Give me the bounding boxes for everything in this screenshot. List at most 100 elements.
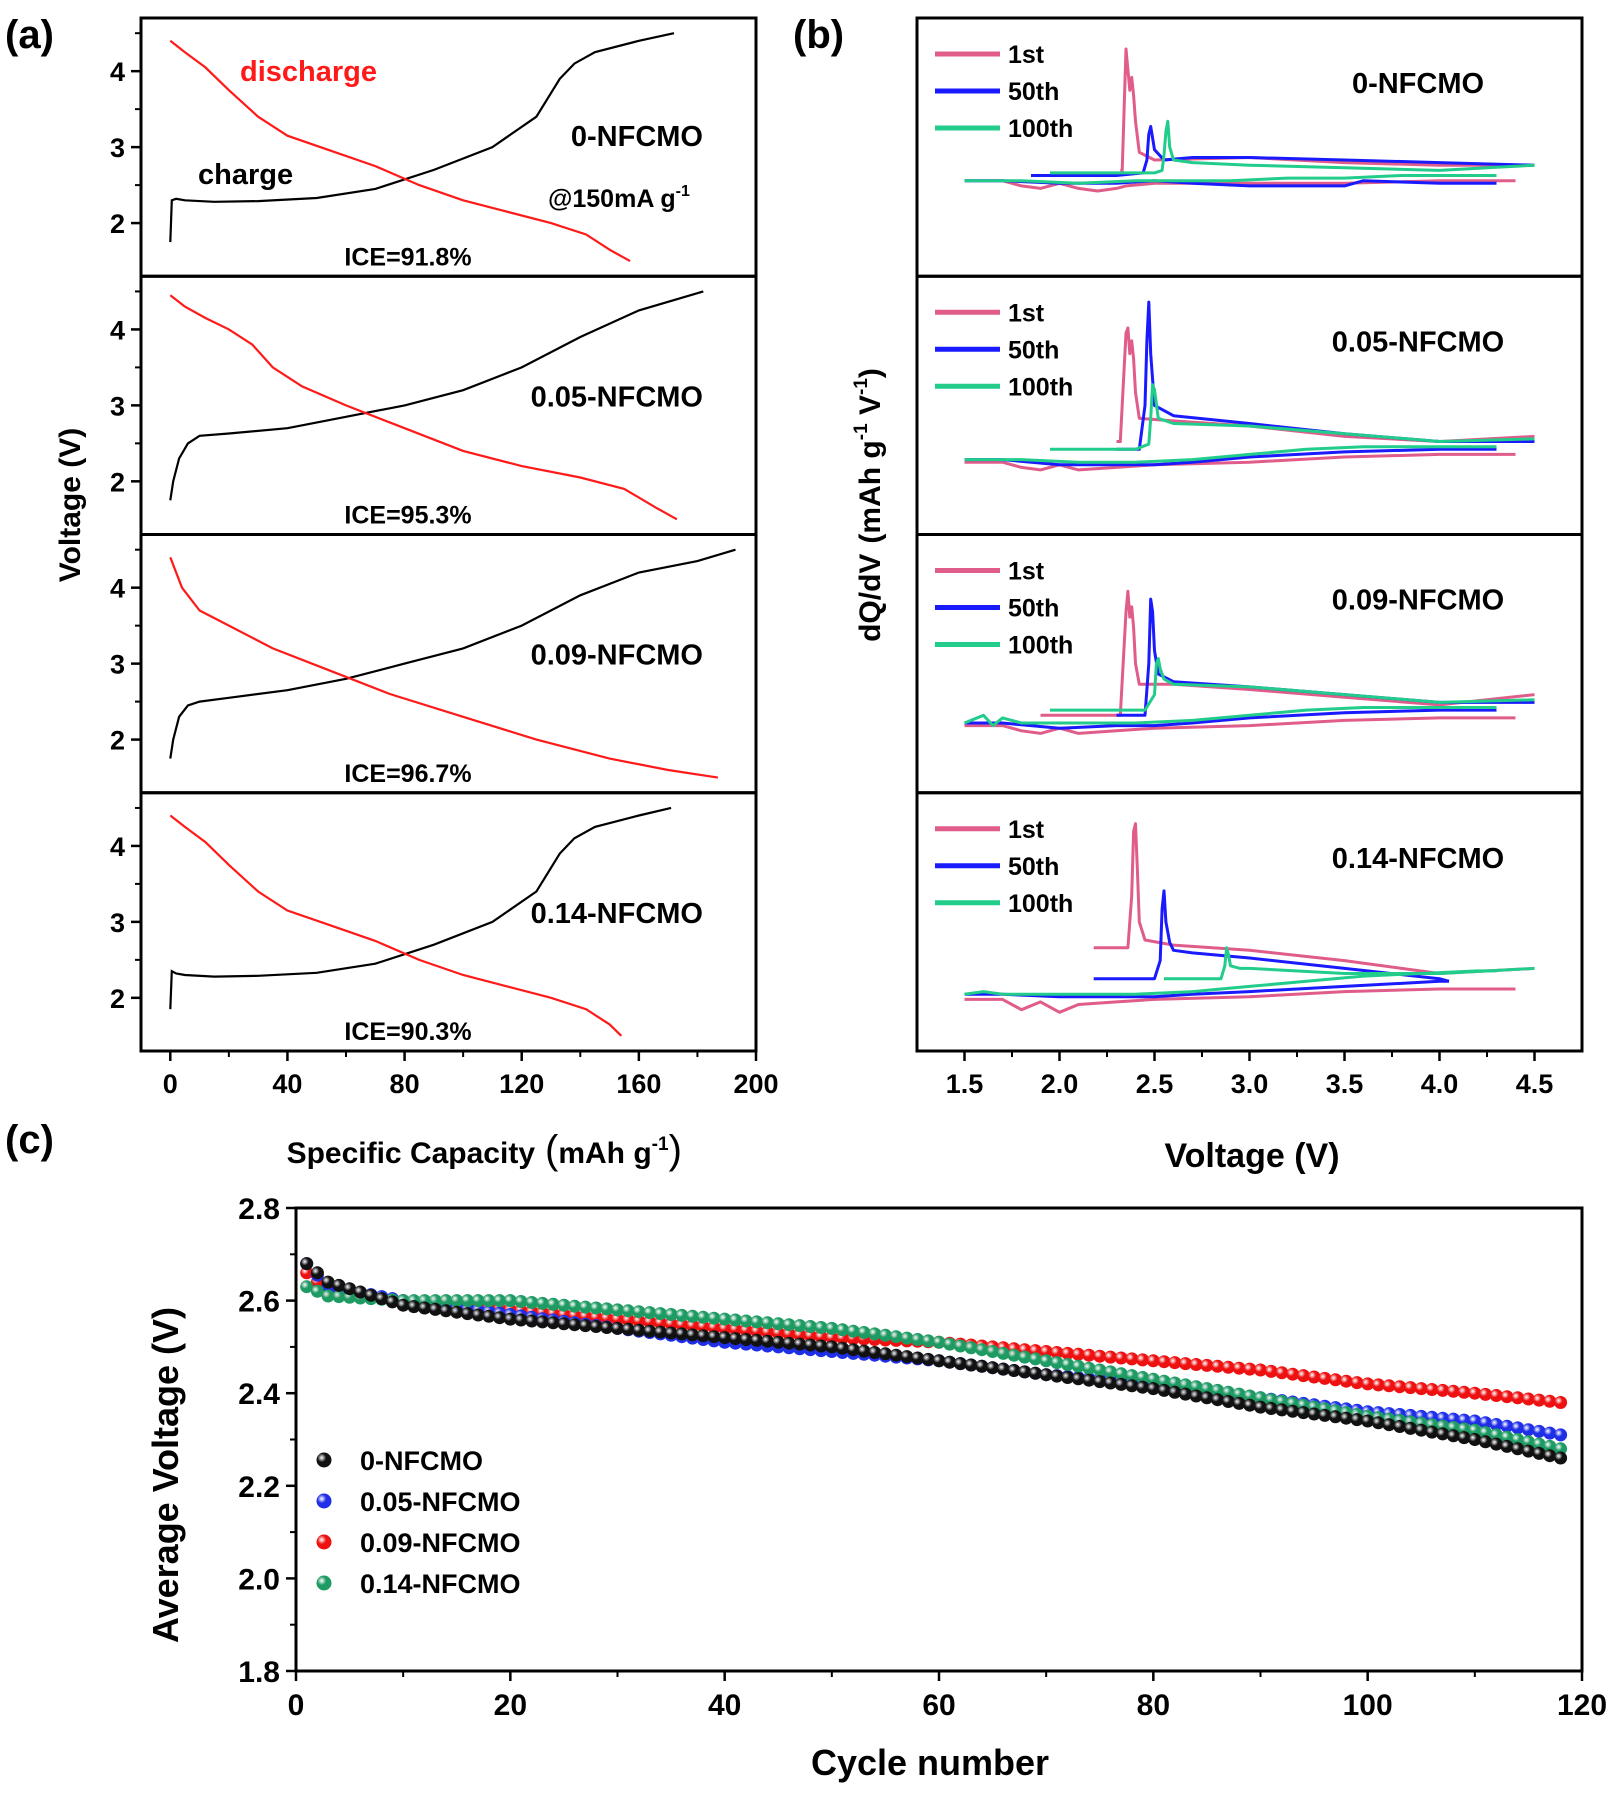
data-point-0-NFCMO: [1093, 1375, 1107, 1389]
data-point-0.09-NFCMO: [1393, 1380, 1407, 1394]
data-point-0.14-NFCMO: [546, 1297, 560, 1311]
sample-label: 0.14-NFCMO: [1332, 843, 1504, 875]
legend-label-0-NFCMO: 0-NFCMO: [360, 1446, 483, 1476]
data-point-0.09-NFCMO: [1243, 1362, 1257, 1376]
data-point-0.14-NFCMO: [1071, 1359, 1085, 1373]
legend-label-1st: 1st: [1008, 299, 1045, 327]
data-point-0.14-NFCMO: [439, 1294, 453, 1308]
panel-b-plot: 1st 50th 100th 0-NFCMO 1st 50th 100th 0.05-NFCM…: [915, 16, 1584, 1099]
data-point-0-NFCMO: [857, 1344, 871, 1358]
sample-label: 0-NFCMO: [571, 121, 703, 153]
data-point-0.14-NFCMO: [846, 1324, 860, 1338]
data-point-0-NFCMO: [439, 1304, 453, 1318]
legend-label-50th: 50th: [1008, 78, 1059, 106]
first-curve: [964, 716, 1516, 735]
data-point-0-NFCMO: [761, 1334, 774, 1348]
panel-c-xlabel: Cycle number: [811, 1742, 1049, 1783]
data-point-0-NFCMO: [1168, 1385, 1182, 1399]
data-point-0-NFCMO: [1436, 1427, 1450, 1441]
data-point-0-NFCMO: [696, 1329, 710, 1343]
data-point-0-NFCMO: [707, 1330, 721, 1344]
data-point-0.14-NFCMO: [911, 1333, 925, 1346]
data-point-0.09-NFCMO: [1371, 1378, 1385, 1392]
panel-c-ytick-label: 1.8: [238, 1656, 280, 1689]
panel-a-ytick-label: 2: [110, 726, 125, 756]
data-point-0.09-NFCMO: [718, 1321, 732, 1335]
data-point-0-NFCMO: [1479, 1435, 1492, 1449]
data-point-0-NFCMO: [1018, 1365, 1032, 1379]
data-point-0.09-NFCMO: [1468, 1386, 1482, 1400]
discharge-curve: [169, 294, 678, 521]
data-point-0.09-NFCMO: [1232, 1361, 1246, 1375]
data-point-0.14-NFCMO: [482, 1294, 496, 1308]
panel-a-ytick-label: 4: [110, 57, 125, 87]
data-point-0-NFCMO: [846, 1343, 860, 1357]
data-point-0.09-NFCMO: [1157, 1355, 1171, 1369]
panel-a-ytick-label: 2: [110, 984, 125, 1014]
data-point-0-NFCMO: [718, 1331, 732, 1345]
fifty-charge-curve: [1116, 300, 1535, 451]
data-point-0.14-NFCMO: [1554, 1442, 1568, 1456]
first-curve: [964, 179, 1516, 193]
legend-label-0.05-NFCMO: 0.05-NFCMO: [360, 1487, 521, 1517]
legend-label-100th: 100th: [1008, 373, 1073, 401]
data-point-0-NFCMO: [1521, 1444, 1535, 1458]
data-point-0-NFCMO: [471, 1308, 485, 1322]
discharge-label: discharge: [240, 56, 377, 88]
data-point-0-NFCMO: [1296, 1406, 1310, 1420]
data-point-0.09-NFCMO: [1339, 1374, 1353, 1388]
legend-label-50th: 50th: [1008, 595, 1059, 623]
panel-b-xtick-label: 4.5: [1516, 1069, 1554, 1099]
panel-a-xtick-label: 40: [272, 1069, 302, 1099]
data-point-0.14-NFCMO: [1050, 1356, 1064, 1370]
data-point-0.05-NFCMO: [1511, 1421, 1525, 1435]
data-point-0.14-NFCMO: [1489, 1428, 1503, 1442]
data-point-0-NFCMO: [836, 1341, 849, 1355]
data-point-0-NFCMO: [1157, 1383, 1171, 1397]
data-point-0-NFCMO: [782, 1336, 796, 1350]
data-point-0-NFCMO: [1232, 1396, 1246, 1410]
panel-a-xtick-label: 160: [616, 1069, 661, 1099]
data-point-0.09-NFCMO: [686, 1319, 699, 1333]
data-point-0-NFCMO: [396, 1298, 410, 1312]
panel-c-xtick-label: 0: [288, 1689, 305, 1722]
panel-c-plot: 1.8 2.0 2.2 2.4 2.6 2.8 0 20 40 60 80 100 120 0-NFCMO…: [238, 1193, 1607, 1722]
data-point-0-NFCMO: [536, 1315, 549, 1329]
sample-label: 0.05-NFCMO: [1332, 326, 1504, 358]
data-point-0.14-NFCMO: [1114, 1367, 1128, 1381]
data-point-0.14-NFCMO: [461, 1294, 474, 1308]
panel-c-ytick-label: 2.8: [238, 1193, 280, 1226]
panel-a-ytick-label: 2: [110, 467, 125, 497]
data-point-0.14-NFCMO: [525, 1296, 539, 1309]
data-point-0-NFCMO: [461, 1307, 474, 1321]
data-point-0-NFCMO: [750, 1333, 764, 1347]
panel-a-ytick-label: 4: [110, 315, 125, 345]
first-charge-curve: [1040, 589, 1535, 717]
data-point-0.14-NFCMO: [728, 1313, 742, 1327]
data-point-0.14-NFCMO: [514, 1295, 528, 1308]
panel-a-ytick-label: 3: [110, 133, 125, 163]
panel-a-plot: 2 3 4 0-NFCMO ICE=91.8% discharge charge @150mA…: [110, 16, 779, 1099]
data-point-0.09-NFCMO: [1221, 1360, 1235, 1374]
data-point-0-NFCMO: [996, 1362, 1010, 1376]
data-point-0.09-NFCMO: [1457, 1385, 1471, 1399]
panel-c-xtick-label: 40: [708, 1689, 741, 1722]
data-point-0.09-NFCMO: [1404, 1381, 1417, 1395]
data-point-0.09-NFCMO: [1168, 1356, 1182, 1370]
data-point-0-NFCMO: [953, 1357, 967, 1371]
data-point-0-NFCMO: [300, 1257, 314, 1271]
data-point-0-NFCMO: [493, 1311, 507, 1325]
panel-b-xtick-label: 3.0: [1231, 1069, 1269, 1099]
data-point-0-NFCMO: [503, 1312, 517, 1326]
data-point-0.09-NFCMO: [675, 1318, 689, 1332]
data-point-0-NFCMO: [1329, 1410, 1342, 1424]
panel-b-xtick-label: 2.5: [1136, 1069, 1174, 1099]
legend-label-1st: 1st: [1008, 41, 1045, 69]
data-point-0.05-NFCMO: [1468, 1414, 1482, 1428]
sample-label: 0.09-NFCMO: [531, 640, 703, 672]
data-point-0-NFCMO: [1125, 1379, 1139, 1393]
panel-b-label: (b): [793, 13, 844, 57]
legend-label-50th: 50th: [1008, 853, 1059, 881]
data-point-0.14-NFCMO: [996, 1346, 1010, 1360]
data-point-0.14-NFCMO: [686, 1309, 699, 1323]
